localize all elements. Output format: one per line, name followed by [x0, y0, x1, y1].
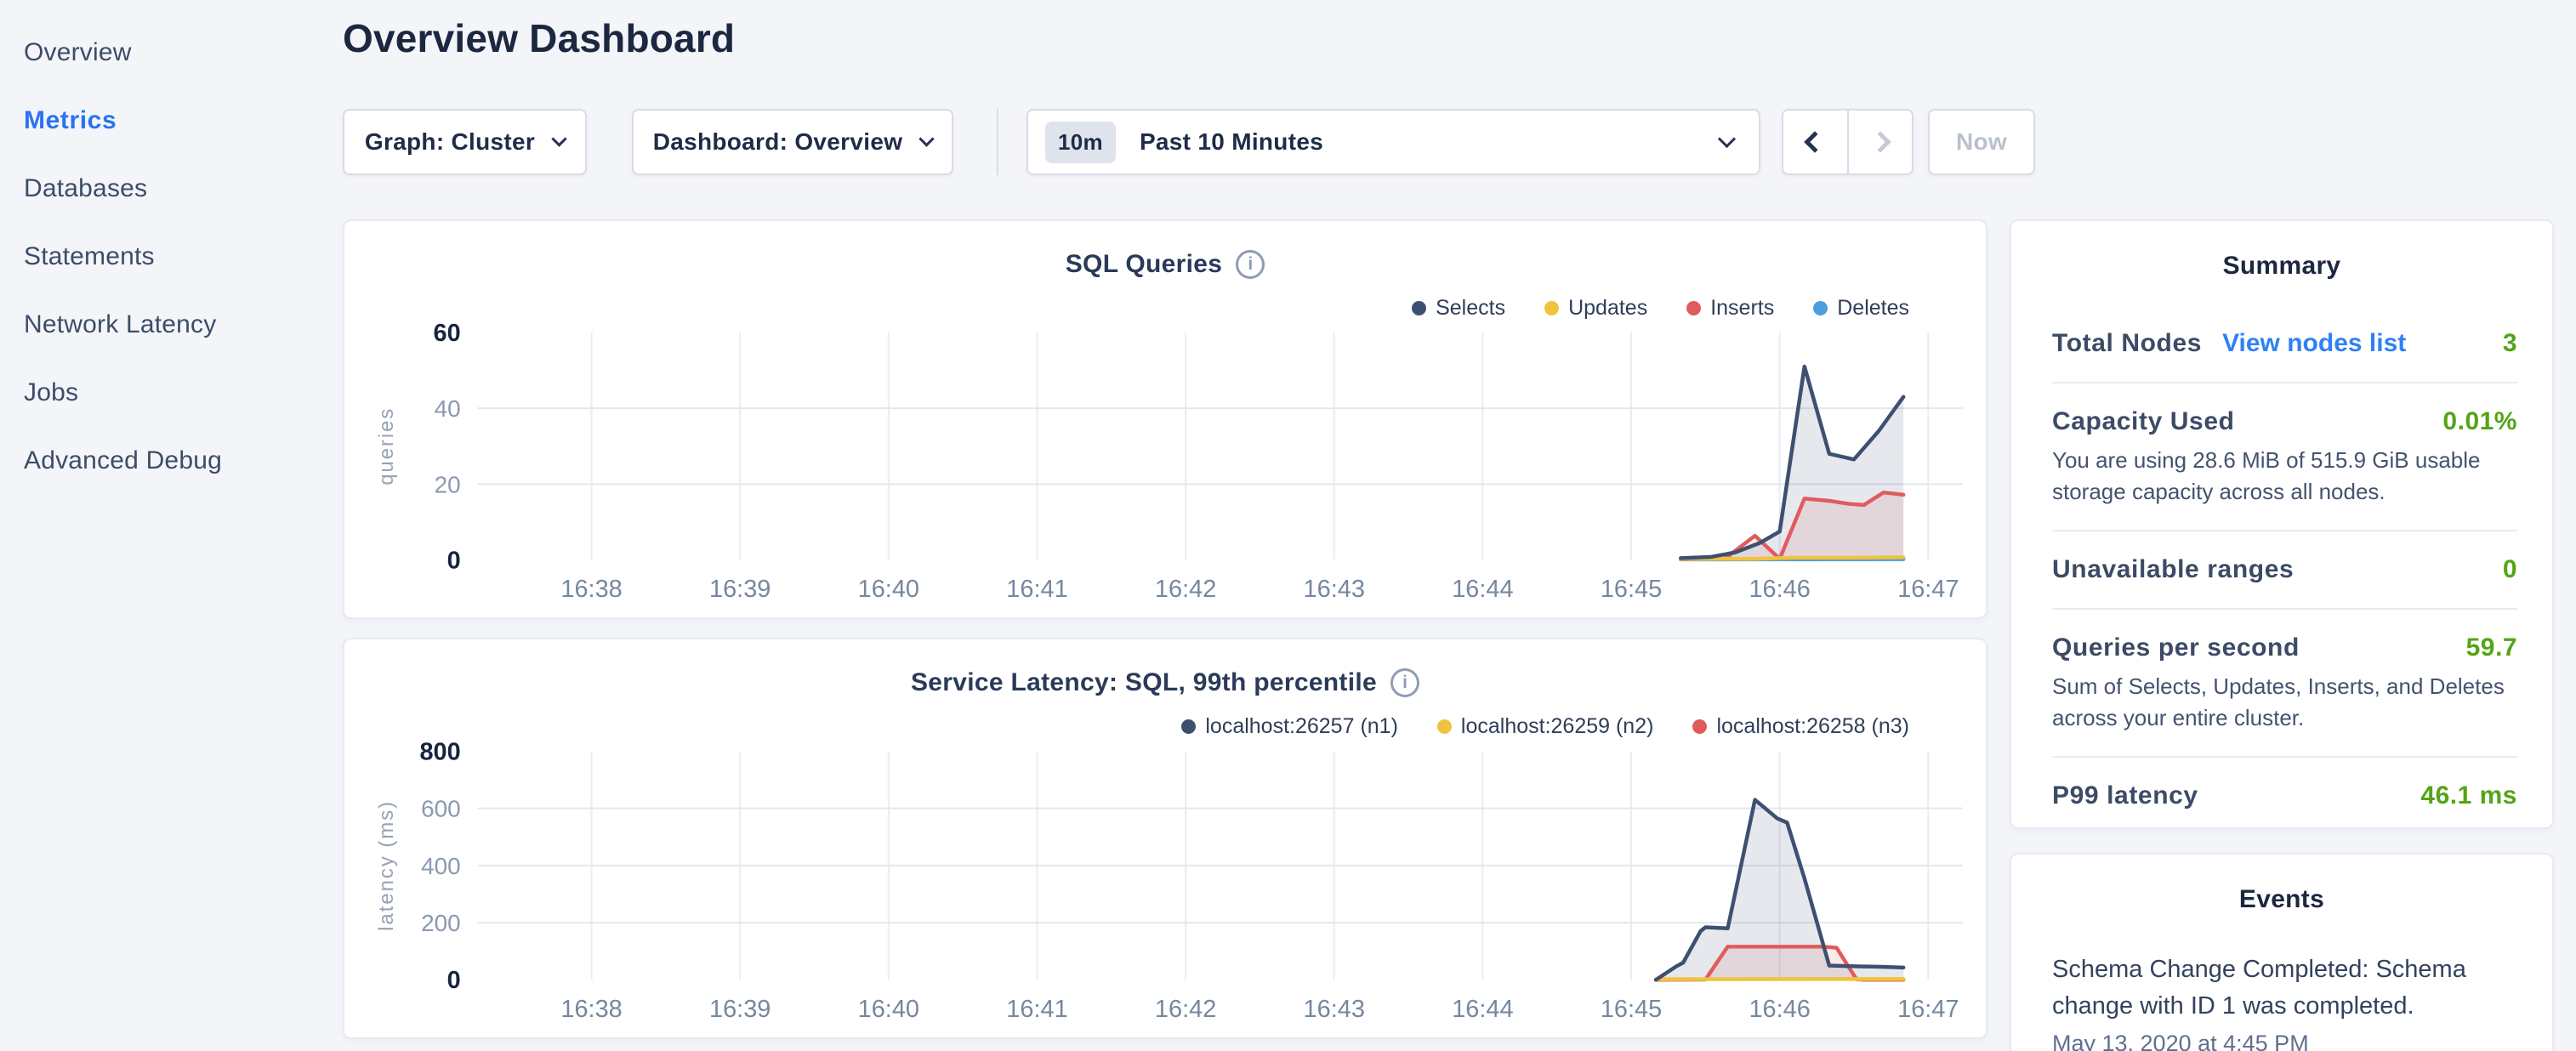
summary-row-total-nodes: Total Nodes View nodes list 3: [2052, 327, 2517, 383]
summary-row-label: Capacity Used: [2052, 406, 2235, 438]
svg-text:16:46: 16:46: [1749, 576, 1810, 603]
view-nodes-link[interactable]: View nodes list: [2222, 327, 2406, 360]
events-panel: Events Schema Change Completed: Schema c…: [2010, 853, 2554, 1051]
summary-row-value: 0.01%: [2442, 406, 2517, 438]
svg-text:16:46: 16:46: [1749, 996, 1810, 1023]
svg-text:16:42: 16:42: [1155, 996, 1216, 1023]
chevron-down-icon: [919, 131, 935, 146]
svg-text:16:44: 16:44: [1452, 996, 1513, 1023]
time-range-label: Past 10 Minutes: [1140, 128, 1323, 156]
svg-text:16:45: 16:45: [1601, 996, 1662, 1023]
svg-text:queries: queries: [375, 407, 398, 486]
sidebar-item-overview[interactable]: Overview: [24, 19, 343, 87]
divider: [997, 109, 998, 175]
controls-bar: Graph: Cluster Dashboard: Overview 10m P…: [343, 109, 2554, 175]
time-nav-group: [1782, 109, 1914, 175]
event-text: Schema Change Completed: Schema change w…: [2052, 952, 2477, 1025]
dashboard-dropdown-label: Dashboard: Overview: [653, 128, 903, 156]
svg-text:16:39: 16:39: [709, 996, 771, 1023]
sidebar-item-statements[interactable]: Statements: [24, 223, 343, 291]
summary-row-label: Unavailable ranges: [2052, 554, 2294, 586]
svg-text:40: 40: [435, 395, 461, 422]
summary-row-label: P99 latency: [2052, 780, 2198, 812]
svg-text:20: 20: [435, 471, 461, 497]
time-prev-button[interactable]: [1783, 111, 1847, 173]
svg-text:60: 60: [434, 320, 461, 347]
summary-title: Summary: [2011, 252, 2552, 281]
graph-dropdown-label: Graph: Cluster: [365, 128, 535, 156]
summary-row-capacity-used: Capacity Used 0.01% You are using 28.6 M…: [2052, 383, 2517, 531]
summary-row-value: 0: [2503, 554, 2517, 586]
service-latency-chart-card: Service Latency: SQL, 99th percentile i …: [343, 638, 1987, 1039]
dashboard-dropdown[interactable]: Dashboard: Overview: [632, 109, 953, 175]
summary-row-description: Sum of Selects, Updates, Inserts, and De…: [2052, 671, 2517, 734]
time-range-badge: 10m: [1045, 122, 1116, 163]
sidebar-item-network-latency[interactable]: Network Latency: [24, 291, 343, 359]
now-button[interactable]: Now: [1928, 109, 2035, 175]
graph-dropdown[interactable]: Graph: Cluster: [343, 109, 587, 175]
sql-queries-chart-card: SQL Queries i SelectsUpdatesInsertsDelet…: [343, 219, 1987, 619]
summary-row-label: Queries per second: [2052, 632, 2300, 664]
chevron-right-icon: [1869, 131, 1891, 152]
svg-text:16:47: 16:47: [1897, 996, 1959, 1023]
svg-text:16:38: 16:38: [560, 576, 622, 603]
svg-text:16:39: 16:39: [709, 576, 771, 603]
svg-text:400: 400: [421, 853, 461, 879]
chevron-down-icon: [551, 131, 566, 146]
chevron-left-icon: [1805, 131, 1826, 152]
events-title: Events: [2011, 885, 2552, 914]
svg-text:16:43: 16:43: [1304, 576, 1365, 603]
summary-row-value: 59.7: [2466, 632, 2517, 664]
svg-text:16:41: 16:41: [1006, 996, 1067, 1023]
svg-text:0: 0: [447, 548, 461, 575]
summary-row-label: Total Nodes: [2052, 327, 2202, 360]
svg-text:16:38: 16:38: [560, 996, 622, 1023]
time-next-button[interactable]: [1847, 111, 1913, 173]
svg-text:16:47: 16:47: [1897, 576, 1959, 603]
svg-text:16:40: 16:40: [858, 576, 919, 603]
sidebar-item-databases[interactable]: Databases: [24, 155, 343, 223]
svg-text:800: 800: [419, 738, 460, 765]
event-list-item[interactable]: Schema Change Completed: Schema change w…: [2052, 952, 2517, 1051]
svg-text:16:42: 16:42: [1155, 576, 1216, 603]
sidebar-item-jobs[interactable]: Jobs: [24, 359, 343, 427]
svg-text:16:40: 16:40: [858, 996, 919, 1023]
svg-text:0: 0: [447, 967, 461, 994]
time-range-selector[interactable]: 10m Past 10 Minutes: [1026, 109, 1760, 175]
sidebar-item-advanced-debug[interactable]: Advanced Debug: [24, 427, 343, 495]
summary-row-value: 46.1 ms: [2420, 780, 2517, 812]
svg-text:16:44: 16:44: [1452, 576, 1513, 603]
page-title: Overview Dashboard: [343, 15, 735, 61]
svg-text:16:43: 16:43: [1304, 996, 1365, 1023]
event-timestamp: May 13, 2020 at 4:45 PM: [2052, 1031, 2517, 1051]
summary-row-description: You are using 28.6 MiB of 515.9 GiB usab…: [2052, 445, 2517, 508]
svg-text:16:41: 16:41: [1006, 576, 1067, 603]
summary-row-p99-latency: P99 latency 46.1 ms: [2052, 758, 2517, 834]
svg-text:16:45: 16:45: [1601, 576, 1662, 603]
service-latency-chart[interactable]: 16:38 16:39 16:40 16:41 16:42 16:43 16:44 16:45…: [344, 639, 1986, 1037]
svg-text:200: 200: [421, 910, 461, 936]
sql-queries-chart[interactable]: 16:38 16:39 16:40 16:41 16:42 16:43 16:44 16:45…: [344, 221, 1986, 617]
sidebar: Overview Metrics Databases Statements Ne…: [0, 0, 343, 1051]
chevron-down-icon: [1718, 129, 1736, 147]
summary-row-queries-per-second: Queries per second 59.7 Sum of Selects, …: [2052, 610, 2517, 758]
summary-panel: Summary Total Nodes View nodes list 3 Ca…: [2010, 219, 2554, 829]
summary-row-value: 3: [2503, 327, 2517, 360]
sidebar-item-metrics[interactable]: Metrics: [24, 87, 343, 155]
summary-row-unavailable-ranges: Unavailable ranges 0: [2052, 531, 2517, 610]
svg-text:latency (ms): latency (ms): [375, 800, 398, 931]
svg-text:600: 600: [421, 796, 461, 822]
